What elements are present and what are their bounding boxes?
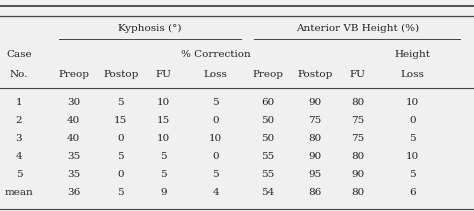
Text: Preop: Preop xyxy=(252,70,283,79)
Text: 50: 50 xyxy=(261,134,274,143)
Text: 50: 50 xyxy=(261,116,274,125)
Text: % Correction: % Correction xyxy=(181,50,251,59)
Text: 95: 95 xyxy=(309,170,322,179)
Text: 9: 9 xyxy=(160,188,167,196)
Text: 4: 4 xyxy=(16,152,22,161)
Text: 0: 0 xyxy=(118,134,124,143)
Text: Postop: Postop xyxy=(103,70,138,79)
Text: 36: 36 xyxy=(67,188,80,196)
Text: 0: 0 xyxy=(118,170,124,179)
Text: mean: mean xyxy=(5,188,33,196)
Text: 5: 5 xyxy=(160,152,167,161)
Text: 80: 80 xyxy=(351,98,365,107)
Text: 5: 5 xyxy=(212,170,219,179)
Text: Preop: Preop xyxy=(58,70,89,79)
Text: Loss: Loss xyxy=(204,70,228,79)
Text: 10: 10 xyxy=(209,134,222,143)
Text: 55: 55 xyxy=(261,170,274,179)
Text: 75: 75 xyxy=(351,116,365,125)
Text: 86: 86 xyxy=(309,188,322,196)
Text: 5: 5 xyxy=(118,98,124,107)
Text: Anterior VB Height (%): Anterior VB Height (%) xyxy=(296,24,419,33)
Text: 80: 80 xyxy=(351,188,365,196)
Text: 10: 10 xyxy=(157,98,170,107)
Text: 5: 5 xyxy=(409,134,416,143)
Text: 90: 90 xyxy=(309,98,322,107)
Text: 80: 80 xyxy=(351,152,365,161)
Text: 3: 3 xyxy=(16,134,22,143)
Text: 10: 10 xyxy=(406,98,419,107)
Text: Case: Case xyxy=(6,50,32,59)
Text: 15: 15 xyxy=(114,116,128,125)
Text: 90: 90 xyxy=(351,170,365,179)
Text: 5: 5 xyxy=(409,170,416,179)
Text: 75: 75 xyxy=(351,134,365,143)
Text: 30: 30 xyxy=(67,98,80,107)
Text: Kyphosis (°): Kyphosis (°) xyxy=(118,24,181,33)
Text: 15: 15 xyxy=(157,116,170,125)
Text: 10: 10 xyxy=(406,152,419,161)
Text: 5: 5 xyxy=(212,98,219,107)
Text: Postop: Postop xyxy=(298,70,333,79)
Text: FU: FU xyxy=(155,70,172,79)
Text: 5: 5 xyxy=(118,152,124,161)
Text: 0: 0 xyxy=(212,116,219,125)
Text: 0: 0 xyxy=(212,152,219,161)
Text: Height: Height xyxy=(394,50,430,59)
Text: 55: 55 xyxy=(261,152,274,161)
Text: 10: 10 xyxy=(157,134,170,143)
Text: 90: 90 xyxy=(309,152,322,161)
Text: 80: 80 xyxy=(309,134,322,143)
Text: 5: 5 xyxy=(118,188,124,196)
Text: 60: 60 xyxy=(261,98,274,107)
Text: 35: 35 xyxy=(67,152,80,161)
Text: FU: FU xyxy=(350,70,366,79)
Text: 5: 5 xyxy=(16,170,22,179)
Text: 1: 1 xyxy=(16,98,22,107)
Text: 6: 6 xyxy=(409,188,416,196)
Text: 35: 35 xyxy=(67,170,80,179)
Text: Loss: Loss xyxy=(401,70,424,79)
Text: 75: 75 xyxy=(309,116,322,125)
Text: 5: 5 xyxy=(160,170,167,179)
Text: 0: 0 xyxy=(409,116,416,125)
Text: 40: 40 xyxy=(67,134,80,143)
Text: 54: 54 xyxy=(261,188,274,196)
Text: 2: 2 xyxy=(16,116,22,125)
Text: No.: No. xyxy=(9,70,28,79)
Text: 40: 40 xyxy=(67,116,80,125)
Text: 4: 4 xyxy=(212,188,219,196)
